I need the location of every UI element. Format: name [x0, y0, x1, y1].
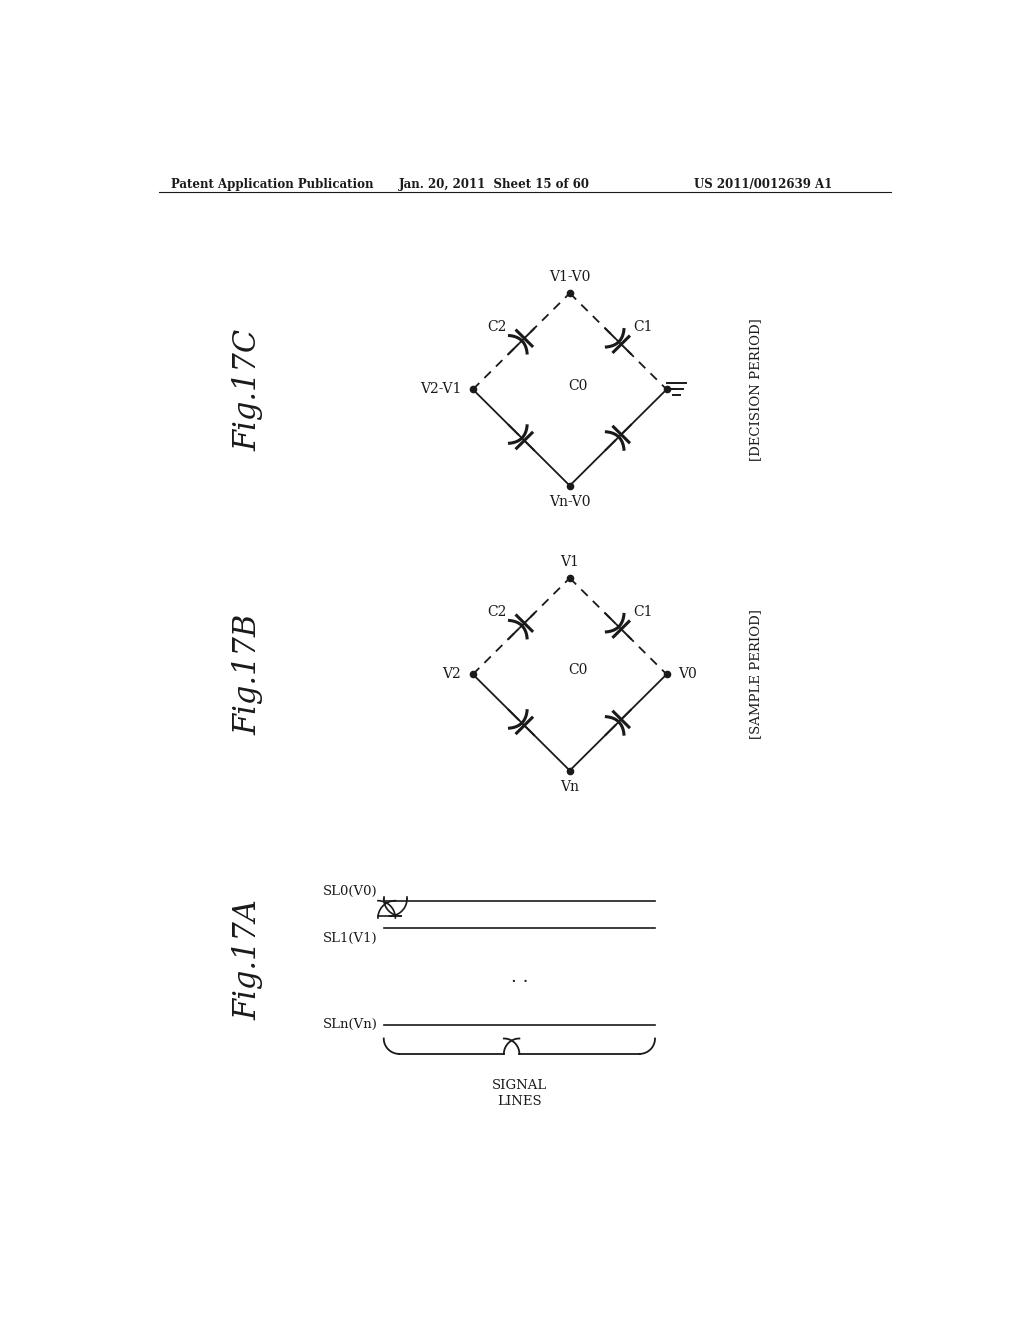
Text: V0: V0 — [678, 668, 697, 681]
Text: Jan. 20, 2011  Sheet 15 of 60: Jan. 20, 2011 Sheet 15 of 60 — [399, 178, 590, 190]
Text: V2-V1: V2-V1 — [420, 383, 461, 396]
Text: Vn-V0: Vn-V0 — [549, 495, 591, 510]
Text: C1: C1 — [633, 321, 652, 334]
Text: Vn: Vn — [560, 780, 580, 793]
Text: V2: V2 — [442, 668, 461, 681]
Text: C2: C2 — [486, 321, 506, 334]
Text: . .: . . — [511, 968, 528, 986]
Text: SLn(Vn): SLn(Vn) — [323, 1018, 378, 1031]
Text: [SAMPLE PERIOD]: [SAMPLE PERIOD] — [750, 610, 762, 739]
Text: V1-V0: V1-V0 — [549, 269, 591, 284]
Text: Fig.17C: Fig.17C — [232, 329, 263, 450]
Text: [DECISION PERIOD]: [DECISION PERIOD] — [750, 318, 762, 461]
Text: V1: V1 — [560, 554, 580, 569]
Text: C1: C1 — [633, 606, 652, 619]
Text: C2: C2 — [486, 606, 506, 619]
Text: Fig.17B: Fig.17B — [232, 614, 263, 735]
Text: SL0(V0): SL0(V0) — [323, 886, 378, 899]
Text: Patent Application Publication: Patent Application Publication — [171, 178, 373, 190]
Text: SIGNAL
LINES: SIGNAL LINES — [492, 1078, 547, 1107]
Text: US 2011/0012639 A1: US 2011/0012639 A1 — [693, 178, 831, 190]
Text: C0: C0 — [568, 664, 587, 677]
Text: SL1(V1): SL1(V1) — [323, 932, 378, 945]
Text: Fig.17A: Fig.17A — [232, 899, 263, 1019]
Text: C0: C0 — [568, 379, 587, 392]
